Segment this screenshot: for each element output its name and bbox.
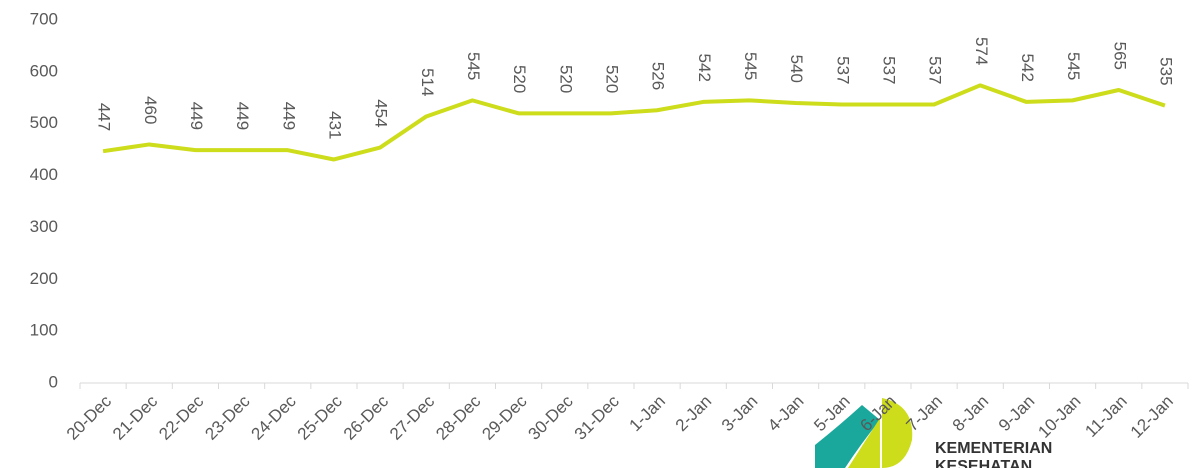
y-tick-label: 600 bbox=[30, 61, 58, 80]
x-tick-label: 4-Jan bbox=[764, 392, 808, 436]
x-tick-label: 23-Dec bbox=[201, 391, 254, 444]
x-tick-label: 30-Dec bbox=[525, 391, 578, 444]
x-tick-label: 21-Dec bbox=[109, 391, 162, 444]
x-tick-label: 10-Jan bbox=[1034, 392, 1084, 442]
data-label: 537 bbox=[833, 56, 852, 84]
data-label: 545 bbox=[1064, 52, 1083, 80]
logo-text: KESEHATAN bbox=[935, 458, 1032, 468]
logo-text: KEMENTERIAN bbox=[935, 440, 1052, 457]
y-tick-label: 200 bbox=[30, 269, 58, 288]
data-label: 447 bbox=[95, 103, 114, 131]
x-tick-label: 9-Jan bbox=[995, 392, 1039, 436]
x-tick-label: 22-Dec bbox=[155, 391, 208, 444]
logo-lime-leaf bbox=[882, 398, 913, 468]
data-label: 574 bbox=[972, 37, 991, 65]
data-label: 537 bbox=[926, 56, 945, 84]
x-tick-label: 31-Dec bbox=[571, 391, 624, 444]
x-tick-label: 12-Jan bbox=[1127, 392, 1177, 442]
data-label: 545 bbox=[464, 52, 483, 80]
data-label: 454 bbox=[372, 99, 391, 127]
data-label: 542 bbox=[695, 54, 714, 82]
data-label: 565 bbox=[1110, 42, 1129, 70]
x-tick-label: 28-Dec bbox=[432, 391, 485, 444]
data-label: 431 bbox=[325, 111, 344, 139]
data-label: 520 bbox=[602, 65, 621, 93]
y-tick-label: 300 bbox=[30, 217, 58, 236]
data-label: 520 bbox=[510, 65, 529, 93]
data-label: 526 bbox=[649, 62, 668, 90]
data-label: 460 bbox=[141, 96, 160, 124]
x-tick-label: 8-Jan bbox=[949, 392, 993, 436]
x-tick-label: 29-Dec bbox=[478, 391, 531, 444]
x-tick-label: 26-Dec bbox=[340, 391, 393, 444]
y-tick-label: 100 bbox=[30, 321, 58, 340]
y-tick-label: 400 bbox=[30, 165, 58, 184]
x-tick-label: 20-Dec bbox=[63, 391, 116, 444]
y-tick-label: 0 bbox=[49, 372, 58, 391]
x-tick-label: 7-Jan bbox=[903, 392, 947, 436]
x-tick-label: 11-Jan bbox=[1081, 392, 1130, 441]
data-label: 449 bbox=[233, 102, 252, 130]
x-tick-label: 1-Jan bbox=[626, 392, 670, 436]
y-tick-label: 700 bbox=[30, 9, 58, 28]
y-tick-label: 500 bbox=[30, 113, 58, 132]
data-label: 535 bbox=[1156, 57, 1175, 85]
logo bbox=[815, 398, 913, 468]
data-line bbox=[102, 83, 1166, 162]
x-tick-label: 27-Dec bbox=[386, 391, 439, 444]
x-tick-label: 24-Dec bbox=[248, 391, 301, 444]
data-label: 520 bbox=[556, 65, 575, 93]
logo-lime bbox=[848, 418, 880, 468]
x-tick-label: 25-Dec bbox=[294, 391, 347, 444]
data-label: 449 bbox=[279, 102, 298, 130]
logo-teal bbox=[815, 405, 880, 468]
data-label: 537 bbox=[879, 56, 898, 84]
data-label: 542 bbox=[1018, 54, 1037, 82]
x-tick-label: 2-Jan bbox=[672, 392, 716, 436]
data-label: 545 bbox=[741, 52, 760, 80]
x-tick-label: 3-Jan bbox=[718, 392, 762, 436]
data-label: 540 bbox=[787, 55, 806, 83]
data-label: 514 bbox=[418, 68, 437, 96]
data-label: 449 bbox=[187, 102, 206, 130]
